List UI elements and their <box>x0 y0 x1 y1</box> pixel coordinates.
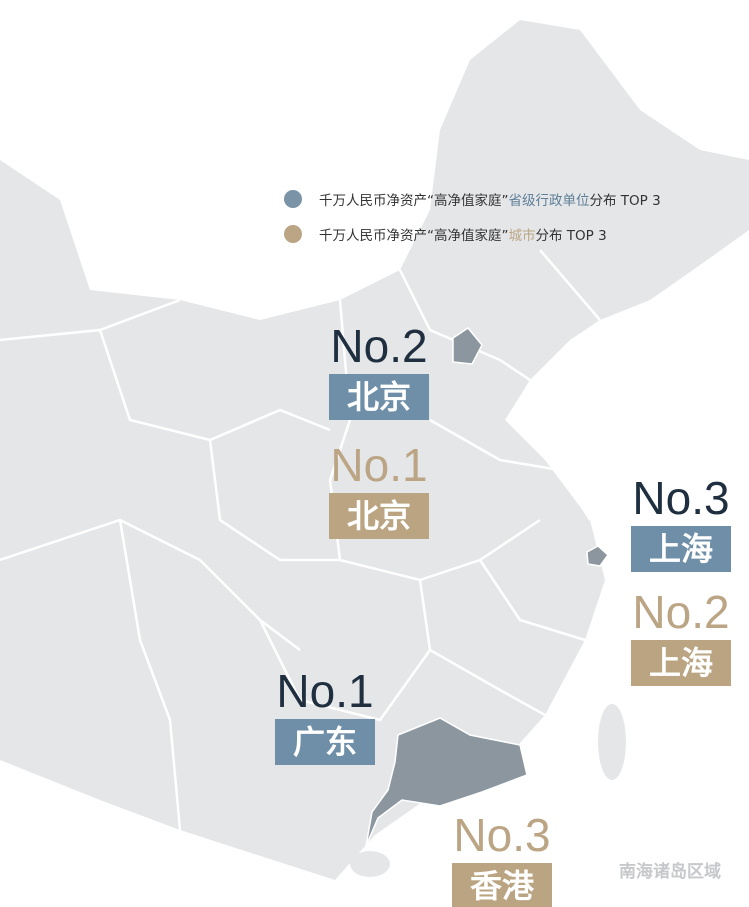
shanghai <box>586 545 610 567</box>
region-name: 上海 <box>631 640 731 686</box>
legend-dot <box>284 225 302 243</box>
region-name: 北京 <box>329 374 429 420</box>
rank: No.1 <box>330 439 428 491</box>
rank: No.2 <box>632 586 730 638</box>
legend-item: 千万人民币净资产“高净值家庭” 城市 分布 TOP 3 <box>284 224 607 244</box>
rank-label: No.2 上海 <box>631 587 731 686</box>
region-name: 北京 <box>329 493 429 539</box>
guangdong <box>365 717 528 847</box>
rank-label: No.2 北京 <box>329 321 429 420</box>
taiwan <box>598 704 626 780</box>
legend-highlight: 城市 <box>508 228 536 244</box>
legend-text: 千万人民币净资产“高净值家庭” <box>319 193 509 209</box>
region-name: 上海 <box>631 526 731 572</box>
legend-text: 分布 TOP 3 <box>535 228 607 244</box>
rank-label: No.1 广东 <box>275 666 375 765</box>
hainan <box>350 851 390 877</box>
rank-label: No.1 北京 <box>329 440 429 539</box>
legend-text: 分布 TOP 3 <box>589 193 661 209</box>
legend-highlight: 省级行政单位 <box>508 193 590 209</box>
region-name: 广东 <box>275 719 375 765</box>
rank-label: No.3 香港 <box>452 810 552 907</box>
rank: No.1 <box>276 665 374 717</box>
rank: No.3 <box>453 809 551 861</box>
legend-dot <box>284 190 302 208</box>
legend-item: 千万人民币净资产“高净值家庭” 省级行政单位 分布 TOP 3 <box>284 189 661 209</box>
beijing <box>452 326 483 365</box>
rank-label: No.3 上海 <box>631 473 731 572</box>
rank: No.2 <box>330 320 428 372</box>
land <box>0 20 749 880</box>
note: 南海诸岛区域 <box>619 862 721 882</box>
rank: No.3 <box>632 472 730 524</box>
region-name: 香港 <box>452 863 552 907</box>
legend-text: 千万人民币净资产“高净值家庭” <box>319 228 509 244</box>
